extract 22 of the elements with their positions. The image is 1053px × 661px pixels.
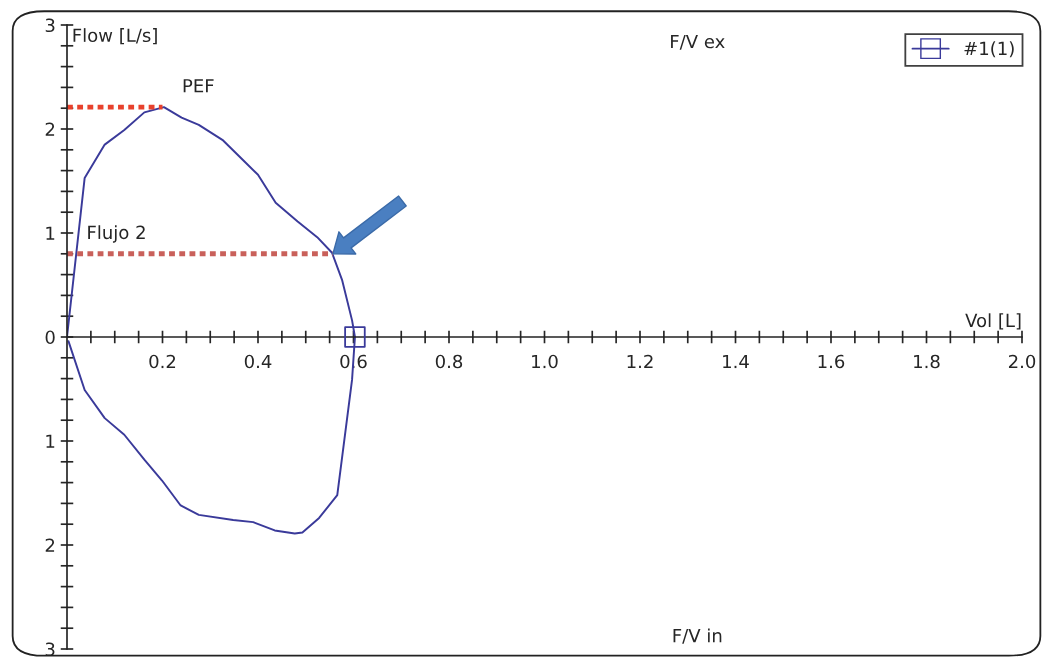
y-tick-label: 3 [45,18,55,33]
x-tick-label: 1.4 [723,354,749,369]
x-tick-label: 2.0 [1008,354,1036,369]
x-tick-label: 1.2 [627,354,653,369]
annotation: PEF [183,79,214,93]
x-tick-label: 0.8 [435,354,463,369]
y-tick-label: 2 [45,122,55,136]
y-axis-title: Flow [L/s] [73,28,157,45]
x-tick-label: 1.6 [818,354,845,369]
x-tick-label: 0.4 [244,354,272,369]
annotation: F/V in [673,628,722,644]
y-tick-label: 2 [45,538,55,552]
annotation: F/V ex [671,34,725,50]
x-tick-label: 1.0 [532,354,558,369]
y-tick-label: 1 [46,434,55,448]
x-axis-title: Vol [L] [965,313,1021,330]
legend-label: #1(1) [964,41,1014,58]
y-tick-label: 1 [46,226,55,240]
annotation: Flujo 2 [88,225,145,243]
y-tick-label: 0 [45,330,55,345]
x-tick-label: 0.2 [149,354,176,369]
x-tick-label: 1.8 [914,354,940,369]
